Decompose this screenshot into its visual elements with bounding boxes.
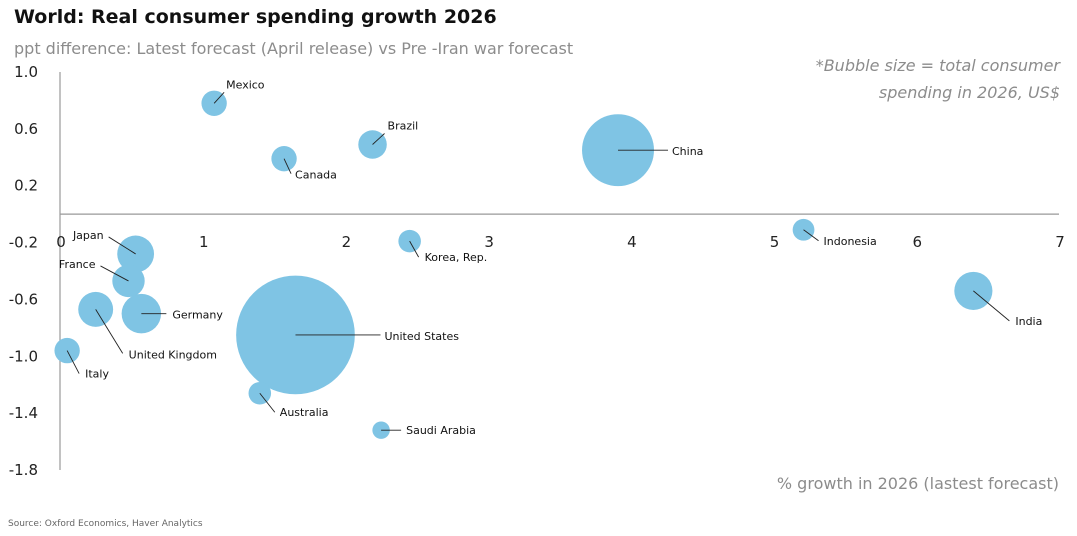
label-germany: Germany	[172, 309, 223, 322]
leader-brazil	[372, 133, 385, 145]
bubble-brazil[interactable]	[358, 130, 387, 159]
chart-title: World: Real consumer spending growth 202…	[14, 6, 497, 28]
leader-france	[100, 265, 129, 282]
axes: 1.0 0.6 0.2 -0.2 -0.6 -1.0 -1.4 -1.8 0 1 2 3 4 5 6 7	[9, 63, 1065, 479]
bubble-size-note-line-1: *Bubble size = total consumer	[815, 56, 1060, 75]
y-tick-label: -0.6	[9, 290, 38, 308]
label-mexico: Mexico	[226, 78, 265, 91]
chart-subtitle: ppt difference: Latest forecast (April r…	[14, 39, 574, 58]
x-tick-label: 3	[484, 233, 494, 251]
y-tick-label: 0.2	[14, 177, 38, 195]
bubble-labels: United States China Germany India Japan Unite…	[59, 78, 1042, 437]
label-saudi-arabia: Saudi Arabia	[406, 424, 476, 437]
y-tick-label: -1.4	[9, 404, 38, 422]
y-tick-label: 1.0	[14, 63, 38, 81]
x-tick-label: 0	[56, 233, 66, 251]
label-china: China	[672, 145, 703, 158]
leader-mexico	[213, 91, 225, 104]
y-tick-label: 0.6	[14, 120, 38, 138]
leader-korea-rep	[409, 240, 420, 258]
leader-indonesia	[803, 229, 819, 242]
label-australia: Australia	[280, 406, 329, 419]
leader-lines	[66, 91, 1010, 431]
bubbles	[54, 90, 993, 439]
source-note: Source: Oxford Economics, Haver Analytic…	[8, 519, 203, 529]
leader-italy	[66, 350, 80, 374]
leader-canada	[283, 158, 292, 174]
label-united-states: United States	[384, 330, 459, 343]
x-tick-label: 2	[342, 233, 352, 251]
x-tick-label: 4	[627, 233, 637, 251]
leader-japan	[108, 236, 136, 255]
label-japan: Japan	[72, 229, 104, 242]
x-axis-label: % growth in 2026 (lastest forecast)	[777, 474, 1059, 493]
label-united-kingdom: United Kingdom	[129, 348, 217, 361]
y-tick-label: -0.2	[9, 234, 38, 252]
label-brazil: Brazil	[388, 119, 419, 132]
bubble-japan[interactable]	[117, 235, 155, 273]
label-india: India	[1015, 315, 1042, 328]
leader-india	[973, 290, 1010, 322]
y-tick-label: -1.0	[9, 347, 38, 365]
bubble-china[interactable]	[582, 114, 654, 187]
x-tick-label: 7	[1055, 233, 1065, 251]
bubble-size-note: *Bubble size = total consumer spending i…	[740, 52, 1060, 106]
label-korea-rep: Korea, Rep.	[425, 251, 488, 264]
x-tick-label: 1	[199, 233, 209, 251]
x-tick-label: 6	[913, 233, 923, 251]
label-italy: Italy	[85, 368, 109, 381]
label-canada: Canada	[295, 169, 337, 182]
bubble-italy[interactable]	[54, 337, 80, 364]
bubble-size-note-line-2: spending in 2026, US$	[878, 83, 1060, 102]
leader-united-kingdom	[95, 309, 124, 354]
leader-australia	[259, 392, 276, 413]
label-france: France	[59, 258, 96, 271]
y-tick-label: -1.8	[9, 461, 38, 479]
x-tick-label: 5	[770, 233, 780, 251]
label-indonesia: Indonesia	[824, 235, 877, 248]
